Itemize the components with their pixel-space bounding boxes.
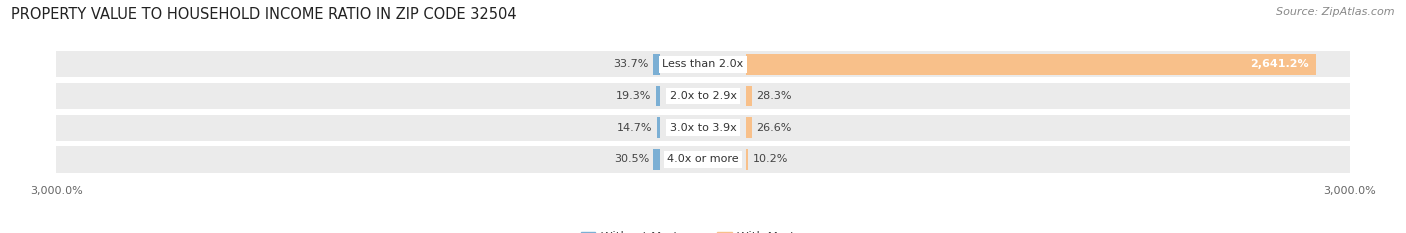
Text: Source: ZipAtlas.com: Source: ZipAtlas.com [1277,7,1395,17]
Bar [659,86,747,106]
Text: 19.3%: 19.3% [616,91,651,101]
Text: 28.3%: 28.3% [756,91,792,101]
Bar [747,117,752,138]
Text: 10.2%: 10.2% [752,154,787,164]
Bar [655,86,659,106]
Text: PROPERTY VALUE TO HOUSEHOLD INCOME RATIO IN ZIP CODE 32504: PROPERTY VALUE TO HOUSEHOLD INCOME RATIO… [11,7,517,22]
Text: 2,641.2%: 2,641.2% [1250,59,1309,69]
Bar [659,117,747,138]
Bar [56,147,1350,172]
Legend: Without Mortgage, With Mortgage: Without Mortgage, With Mortgage [576,226,830,233]
Bar [56,83,1350,109]
Text: 30.5%: 30.5% [614,154,650,164]
Bar [56,115,1350,141]
Text: Less than 2.0x: Less than 2.0x [662,59,744,69]
Bar [657,117,659,138]
Bar [747,149,748,170]
Text: 2.0x to 2.9x: 2.0x to 2.9x [669,91,737,101]
Bar [659,149,747,170]
Bar [654,149,659,170]
Text: 3.0x to 3.9x: 3.0x to 3.9x [669,123,737,133]
Bar [56,51,1350,77]
Bar [652,54,659,75]
Text: 26.6%: 26.6% [756,123,792,133]
Bar [747,54,1316,75]
Text: 4.0x or more: 4.0x or more [668,154,738,164]
Bar [747,86,752,106]
Bar [659,54,747,75]
Text: 14.7%: 14.7% [617,123,652,133]
Text: 33.7%: 33.7% [613,59,648,69]
